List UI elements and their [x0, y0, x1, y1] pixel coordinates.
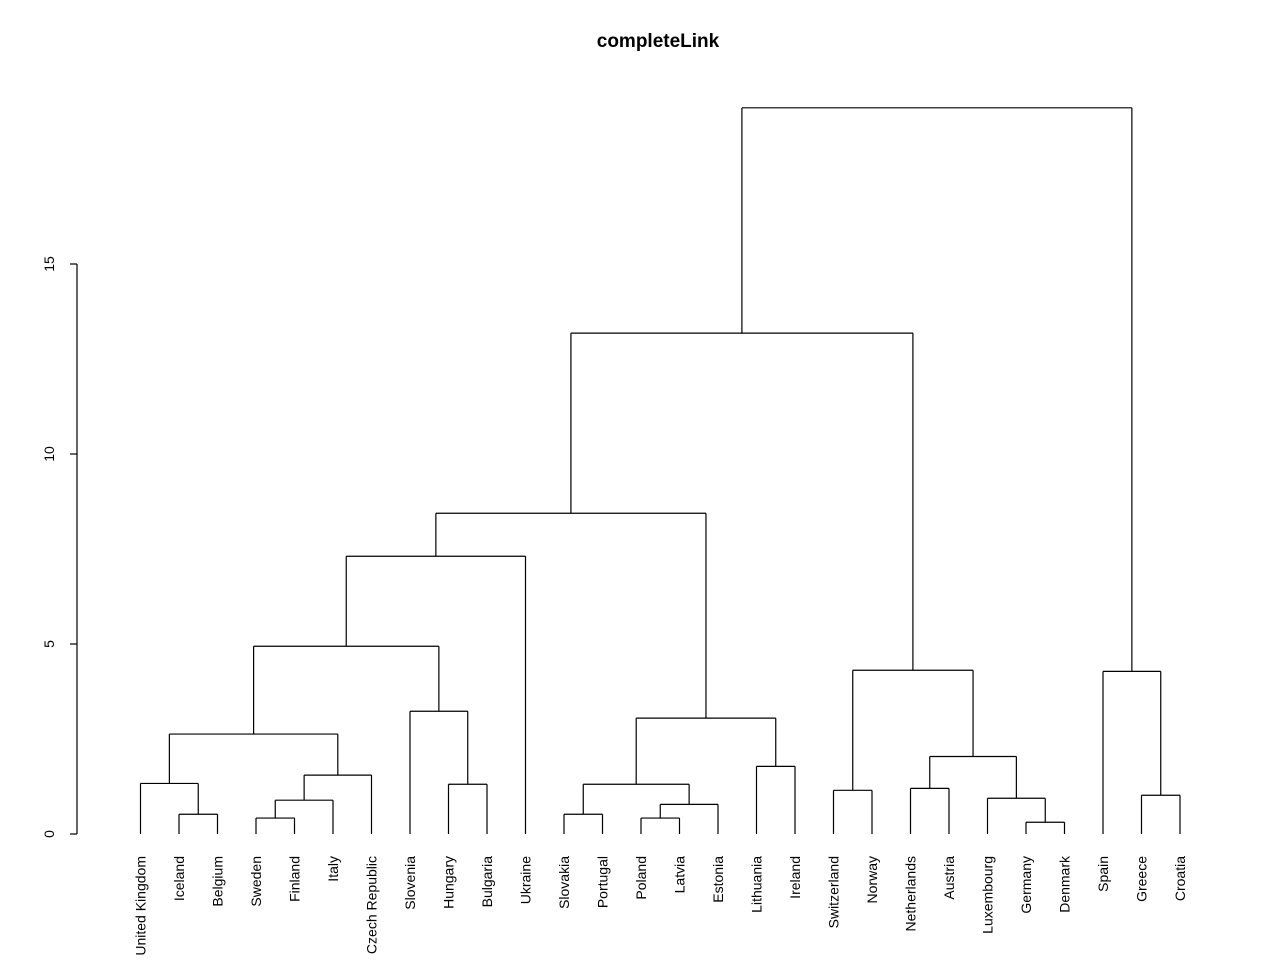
- leaf-labels: United Kingdom Iceland Belgium Sweden Finlan…: [133, 855, 1189, 956]
- leaf-label-spain: Spain: [1095, 856, 1111, 892]
- leaf-label-poland: Poland: [633, 856, 649, 900]
- leaf-label-austria: Austria: [941, 856, 957, 900]
- leaf-label-croatia: Croatia: [1172, 856, 1188, 901]
- leaf-label-sweden: Sweden: [248, 856, 264, 907]
- leaf-label-norway: Norway: [864, 856, 880, 903]
- leaf-label-united-kingdom: United Kingdom: [133, 856, 149, 956]
- leaf-label-germany: Germany: [1018, 856, 1034, 914]
- leaf-label-latvia: Latvia: [672, 856, 688, 894]
- leaf-label-italy: Italy: [325, 856, 341, 882]
- leaf-label-slovenia: Slovenia: [402, 856, 418, 910]
- y-axis: 0 5 10 15: [41, 256, 78, 838]
- y-tick-label: 10: [41, 446, 57, 462]
- leaf-label-denmark: Denmark: [1057, 855, 1073, 913]
- leaf-label-bulgaria: Bulgaria: [479, 856, 495, 908]
- chart-title: completeLink: [597, 31, 720, 52]
- leaf-label-ukraine: Ukraine: [518, 856, 534, 904]
- leaf-label-lithuania: Lithuania: [749, 856, 765, 913]
- y-tick-label: 0: [41, 830, 57, 838]
- leaf-label-switzerland: Switzerland: [826, 856, 842, 928]
- leaf-label-finland: Finland: [287, 856, 303, 902]
- dendrogram-links: [139, 107, 1181, 834]
- leaf-label-greece: Greece: [1134, 856, 1150, 902]
- leaf-label-belgium: Belgium: [210, 856, 226, 907]
- leaf-label-hungary: Hungary: [441, 856, 457, 909]
- leaf-label-czech-republic: Czech Republic: [364, 856, 380, 954]
- leaf-label-netherlands: Netherlands: [903, 856, 919, 932]
- y-tick-label: 5: [41, 640, 57, 648]
- leaf-label-ireland: Ireland: [787, 856, 803, 899]
- leaf-label-portugal: Portugal: [595, 856, 611, 908]
- leaf-label-slovakia: Slovakia: [556, 856, 572, 909]
- leaf-label-estonia: Estonia: [710, 856, 726, 903]
- leaf-label-luxembourg: Luxembourg: [980, 856, 996, 934]
- leaf-label-iceland: Iceland: [171, 856, 187, 901]
- y-tick-label: 15: [41, 256, 57, 272]
